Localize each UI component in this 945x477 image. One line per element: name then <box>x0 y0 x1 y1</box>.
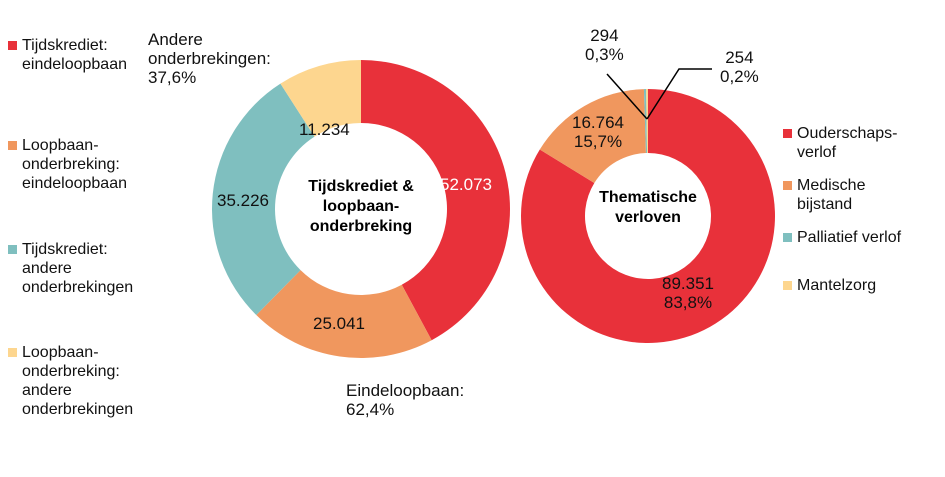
data-label-1-2: 35.226 <box>217 191 269 210</box>
legend1-item-1: Loopbaan- onderbreking: eindeloopbaan <box>8 136 127 193</box>
legend-swatch <box>8 141 17 150</box>
annotation-andere: Andere onderbrekingen: 37,6% <box>148 30 271 87</box>
legend-label: Tijdskrediet: eindeloopbaan <box>22 37 127 73</box>
legend-swatch <box>8 41 17 50</box>
legend-label: Palliatief verlof <box>797 229 902 246</box>
donut1-slice-3 <box>280 60 361 137</box>
donut2-slice-2 <box>643 89 648 154</box>
legend1-item-3: Loopbaan- onderbreking: andere onderbrek… <box>8 343 133 419</box>
legend-label: Medische bijstand <box>797 177 866 213</box>
donut1-slice-1 <box>256 270 432 358</box>
legend-swatch <box>8 348 17 357</box>
data-label-1-0: 52.073 <box>440 175 492 194</box>
legend2-item-1: Medische bijstand <box>783 176 865 214</box>
legend-label: Loopbaan- onderbreking: eindeloopbaan <box>22 137 127 192</box>
legend-swatch <box>783 281 792 290</box>
legend-label: Ouderschaps- verlof <box>797 125 898 161</box>
center-title-2: Thematische verloven <box>599 189 697 226</box>
legend1-item-0: Tijdskrediet: eindeloopbaan <box>8 36 127 74</box>
data-label-2-0: 89.351 83,8% <box>662 274 714 312</box>
legend-swatch <box>783 181 792 190</box>
data-label-2-2: 294 0,3% <box>585 26 624 64</box>
annotation-eindeloopbaan: Eindeloopbaan: 62,4% <box>346 381 465 419</box>
legend-swatch <box>783 233 792 242</box>
donut2-slice-3 <box>646 89 648 154</box>
legend-label: Mantelzorg <box>797 277 877 294</box>
donut1-slice-0 <box>361 60 510 341</box>
donut2-slice-1 <box>539 89 646 184</box>
leader-line-0 <box>606 73 648 120</box>
legend2-item-3: Mantelzorg <box>783 276 876 295</box>
legend2-item-2: Palliatief verlof <box>783 228 901 247</box>
legend1-item-2: Tijdskrediet: andere onderbrekingen <box>8 240 133 297</box>
donut1-slice-2 <box>212 83 315 315</box>
legend-swatch <box>8 245 17 254</box>
center-title-1: Tijdskrediet & loopbaan- onderbreking <box>308 178 414 235</box>
leader-line-1 <box>646 68 712 120</box>
legend2-item-0: Ouderschaps- verlof <box>783 124 898 162</box>
legend-label: Loopbaan- onderbreking: andere onderbrek… <box>22 344 134 418</box>
data-label-1-3: 11.234 <box>299 120 350 139</box>
data-label-2-1: 16.764 15,7% <box>572 113 624 151</box>
data-label-2-3: 254 0,2% <box>720 48 759 86</box>
legend-swatch <box>783 129 792 138</box>
legend-label: Tijdskrediet: andere onderbrekingen <box>22 241 134 296</box>
data-label-1-1: 25.041 <box>313 314 365 333</box>
donut2-slice-0 <box>521 89 775 344</box>
